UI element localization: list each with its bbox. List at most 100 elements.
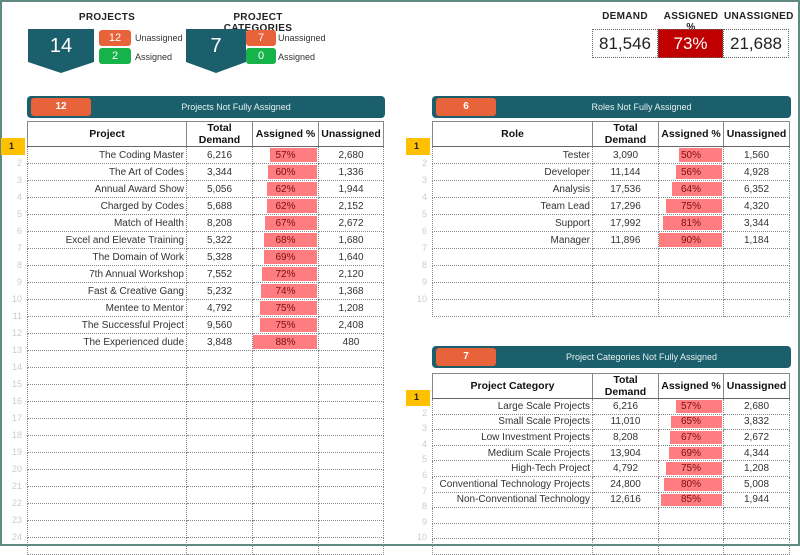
table-row[interactable]: Manager 11,896 90% 1,184: [432, 231, 790, 249]
categories_table: Project Category Total Demand Assigned % Un…: [432, 373, 790, 555]
name-cell: Charged by Codes: [27, 197, 187, 215]
column-header[interactable]: Project: [27, 121, 187, 147]
data-bar: [267, 199, 317, 213]
data-bar: [260, 284, 317, 298]
demand-cell: 4,792: [592, 460, 659, 477]
unassigned-cell: 1,560: [723, 146, 790, 164]
empty-row[interactable]: [27, 401, 384, 419]
demand-cell: 8,208: [186, 214, 253, 232]
empty-row[interactable]: [27, 350, 384, 368]
categories-total: 7: [186, 29, 246, 73]
assigned-pct-cell: 69%: [252, 248, 319, 266]
demand-cell: 5,232: [186, 282, 253, 300]
assigned-pct-cell: 68%: [252, 231, 319, 249]
column-header[interactable]: Role: [432, 121, 593, 147]
table-row[interactable]: Excel and Elevate Training 5,322 68% 1,6…: [27, 231, 384, 249]
categories-assigned-label: Assigned: [278, 52, 316, 62]
table-row[interactable]: Match of Health 8,208 67% 2,672: [27, 214, 384, 232]
name-cell: The Coding Master: [27, 146, 187, 164]
table-row[interactable]: Conventional Technology Projects 24,800 …: [432, 476, 790, 493]
demand-cell: 7,552: [186, 265, 253, 283]
column-header[interactable]: Unassigned: [723, 373, 790, 399]
table-row[interactable]: Annual Award Show 5,056 62% 1,944: [27, 180, 384, 198]
data-bar: [666, 199, 722, 213]
empty-row[interactable]: [432, 523, 790, 540]
empty-row[interactable]: [27, 384, 384, 402]
table-row[interactable]: The Coding Master 6,216 57% 2,680: [27, 146, 384, 164]
column-header[interactable]: Total Demand: [186, 121, 253, 147]
unassigned-cell: 1,184: [723, 231, 790, 249]
row-number: 23: [11, 515, 22, 525]
empty-row[interactable]: [432, 282, 790, 300]
table-row[interactable]: Medium Scale Projects 13,904 69% 4,344: [432, 445, 790, 462]
table-row[interactable]: 7th Annual Workshop 7,552 72% 2,120: [27, 265, 384, 283]
projects_table-banner: 12 Projects Not Fully Assigned: [27, 96, 385, 118]
empty-row[interactable]: [27, 435, 384, 453]
empty-row[interactable]: [432, 265, 790, 283]
table-row[interactable]: Support 17,992 81% 3,344: [432, 214, 790, 232]
row-number: 22: [11, 498, 22, 508]
table-row[interactable]: High-Tech Project 4,792 75% 1,208: [432, 460, 790, 477]
table-row[interactable]: Fast & Creative Gang 5,232 74% 1,368: [27, 282, 384, 300]
empty-row[interactable]: [432, 248, 790, 266]
table-row[interactable]: Analysis 17,536 64% 6,352: [432, 180, 790, 198]
empty-row[interactable]: [27, 418, 384, 436]
assigned-pct-cell: 67%: [252, 214, 319, 232]
table-row[interactable]: Low Investment Projects 8,208 67% 2,672: [432, 429, 790, 446]
assigned-pct-cell: 90%: [658, 231, 724, 249]
table-row[interactable]: Developer 11,144 56% 4,928: [432, 163, 790, 181]
empty-row[interactable]: [27, 367, 384, 385]
empty-row[interactable]: [27, 486, 384, 504]
unassigned-cell: 480: [318, 333, 384, 351]
column-header[interactable]: Assigned %: [658, 373, 724, 399]
categories-assigned-count: 0: [246, 48, 276, 64]
unassigned-cell: 2,672: [318, 214, 384, 232]
empty-row[interactable]: [432, 299, 790, 317]
table-row[interactable]: Team Lead 17,296 75% 4,320: [432, 197, 790, 215]
table-row[interactable]: Small Scale Projects 11,010 65% 3,832: [432, 414, 790, 431]
column-header[interactable]: Assigned %: [252, 121, 319, 147]
table-row[interactable]: The Domain of Work 5,328 69% 1,640: [27, 248, 384, 266]
demand-cell: 11,144: [592, 163, 659, 181]
unassigned-cell: 1,336: [318, 163, 384, 181]
empty-row[interactable]: [27, 452, 384, 470]
empty-row[interactable]: [27, 537, 384, 555]
demand-cell: 17,536: [592, 180, 659, 198]
name-cell: Analysis: [432, 180, 593, 198]
row-number: 8: [421, 260, 427, 270]
table-row[interactable]: Tester 3,090 50% 1,560: [432, 146, 790, 164]
table-row[interactable]: Large Scale Projects 6,216 57% 2,680: [432, 398, 790, 415]
demand-cell: 4,792: [186, 299, 253, 317]
assigned-pct-cell: 65%: [658, 414, 724, 431]
column-header[interactable]: Project Category: [432, 373, 593, 399]
column-header[interactable]: Unassigned: [318, 121, 384, 147]
table-row[interactable]: The Experienced dude 3,848 88% 480: [27, 333, 384, 351]
data-bar: [260, 301, 317, 315]
empty-row[interactable]: [27, 469, 384, 487]
column-header[interactable]: Total Demand: [592, 121, 659, 147]
table-row[interactable]: The Successful Project 9,560 75% 2,408: [27, 316, 384, 334]
column-header[interactable]: Unassigned: [723, 121, 790, 147]
table-row[interactable]: Non-Conventional Technology 12,616 85% 1…: [432, 492, 790, 509]
column-header[interactable]: Total Demand: [592, 373, 659, 399]
projects_table-count: 12: [31, 98, 91, 116]
unassigned-cell: 4,320: [723, 197, 790, 215]
empty-row[interactable]: [432, 507, 790, 524]
table-row[interactable]: Mentee to Mentor 4,792 75% 1,208: [27, 299, 384, 317]
table-row[interactable]: Charged by Codes 5,688 62% 2,152: [27, 197, 384, 215]
total-demand: 81,546: [592, 29, 658, 58]
empty-row[interactable]: [27, 520, 384, 538]
demand-cell: 13,904: [592, 445, 659, 462]
empty-row[interactable]: [27, 503, 384, 521]
roles_table-banner: 6 Roles Not Fully Assigned: [432, 96, 791, 118]
table-row[interactable]: The Art of Codes 3,344 60% 1,336: [27, 163, 384, 181]
demand-cell: 3,090: [592, 146, 659, 164]
projects-unassigned-label: Unassigned: [135, 33, 183, 43]
unassigned-cell: 2,120: [318, 265, 384, 283]
row-number: 4: [421, 438, 427, 449]
column-header[interactable]: Assigned %: [658, 121, 724, 147]
table-header: Project Category Total Demand Assigned % Un…: [432, 373, 790, 399]
empty-row[interactable]: [432, 538, 790, 555]
unassigned-cell: 2,408: [318, 316, 384, 334]
demand-cell: 5,688: [186, 197, 253, 215]
